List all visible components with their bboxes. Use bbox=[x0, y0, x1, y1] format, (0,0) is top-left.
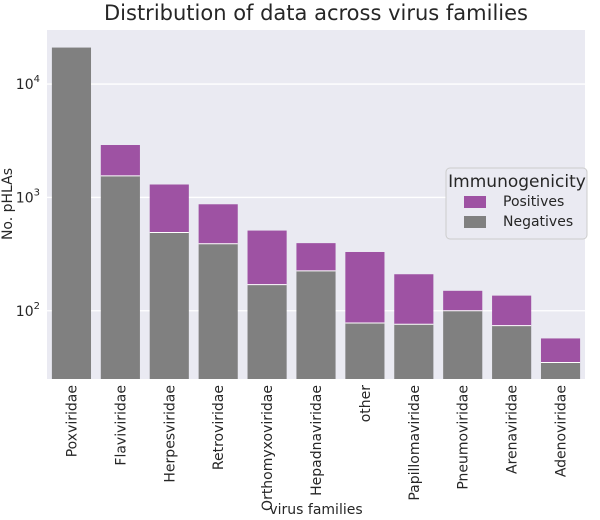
x-tick-label: Pneumoviridae bbox=[456, 385, 472, 490]
bar-negatives bbox=[247, 284, 287, 379]
x-tick-label: Retroviridae bbox=[211, 385, 227, 470]
bar-positives bbox=[443, 290, 483, 311]
bar-negatives bbox=[51, 47, 92, 379]
bar-negatives bbox=[394, 324, 434, 379]
x-tick-label: Papillomaviridae bbox=[407, 385, 423, 501]
bar-negatives bbox=[296, 270, 336, 379]
x-tick-label: Hepadnaviridae bbox=[309, 385, 325, 496]
legend: Immunogenicity Positives Negatives bbox=[445, 167, 588, 240]
bar-positives bbox=[492, 295, 532, 326]
bar-positives bbox=[296, 243, 336, 271]
x-tick-label: Herpesviridae bbox=[162, 385, 178, 483]
bar-negatives bbox=[540, 362, 581, 379]
x-tick-label: Flaviviridae bbox=[113, 385, 129, 466]
bar-negatives bbox=[345, 322, 385, 379]
x-tick-label: Poxviridae bbox=[64, 385, 80, 457]
y-axis-ticks: 102 103 104 bbox=[16, 74, 40, 320]
chart-title: Distribution of data across virus famili… bbox=[104, 1, 528, 25]
bar-negatives bbox=[492, 325, 532, 379]
bar-positives bbox=[394, 274, 434, 325]
bar-negatives bbox=[198, 243, 238, 379]
x-tick-label: Orthomyxoviridae bbox=[260, 385, 276, 511]
bar-positives bbox=[198, 204, 238, 244]
legend-title: Immunogenicity bbox=[448, 172, 586, 192]
bars bbox=[51, 47, 581, 379]
y-tick-label: 103 bbox=[16, 187, 40, 206]
y-tick-label: 104 bbox=[16, 74, 40, 93]
bar-positives bbox=[540, 338, 581, 363]
x-axis-label: virus families bbox=[269, 502, 362, 518]
y-axis-label: No. pHLAs bbox=[0, 168, 16, 240]
bar-negatives bbox=[149, 232, 189, 379]
bar-negatives bbox=[443, 310, 483, 379]
bar-negatives bbox=[100, 175, 140, 379]
x-tick-label: other bbox=[358, 385, 374, 423]
x-tick-label: Arenaviridae bbox=[505, 385, 521, 474]
legend-swatch-positives bbox=[464, 196, 486, 208]
x-axis-ticks: Poxviridae Flaviviridae Herpesviridae Retro… bbox=[64, 385, 569, 511]
bar-positives bbox=[345, 251, 385, 323]
x-tick-label: Adenoviridae bbox=[554, 385, 570, 477]
legend-label-positives: Positives bbox=[503, 194, 564, 210]
bar-positives bbox=[149, 184, 189, 233]
y-tick-label: 102 bbox=[16, 301, 40, 320]
bar-positives bbox=[247, 230, 287, 285]
bar-positives bbox=[100, 145, 140, 176]
legend-label-negatives: Negatives bbox=[503, 214, 573, 230]
legend-swatch-negatives bbox=[464, 216, 486, 228]
